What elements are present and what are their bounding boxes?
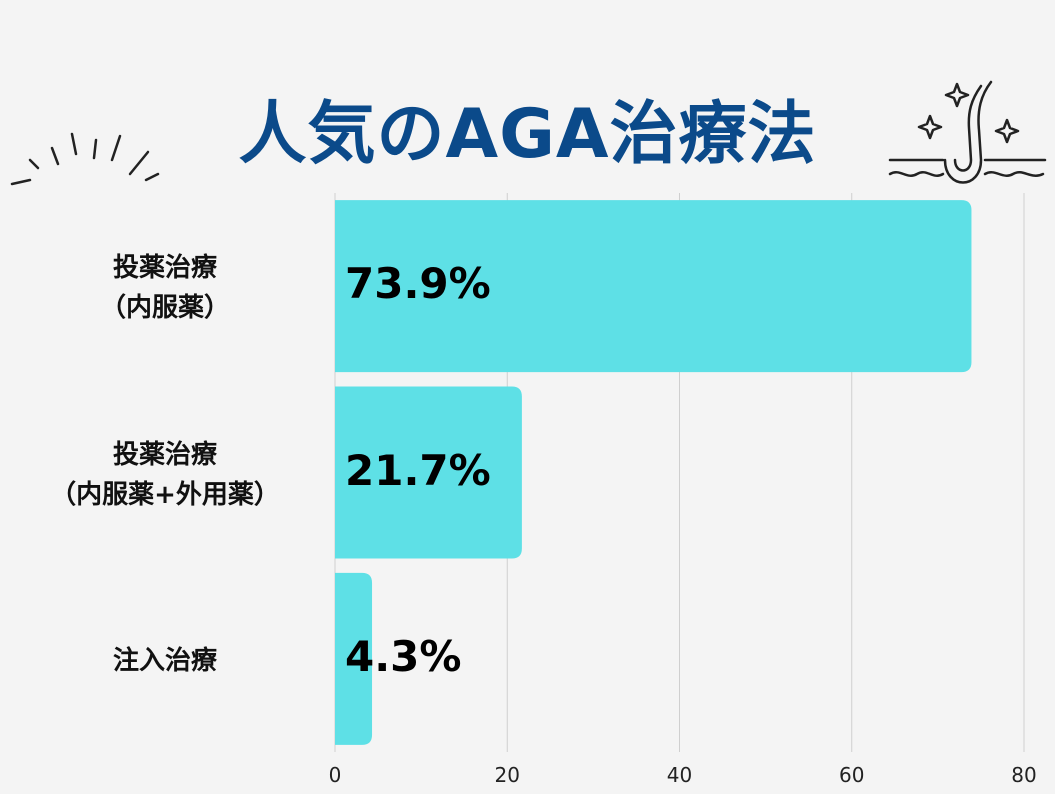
category-label-line: 投薬治療 [112, 439, 217, 470]
category-label-line: 注入治療 [112, 645, 217, 676]
data-label: 73.9% [345, 259, 491, 309]
burst-lines-icon [10, 132, 160, 186]
x-tick-label: 20 [495, 763, 520, 787]
chart-title: 人気のAGA治療法 [238, 95, 817, 174]
bar-1 [335, 386, 522, 559]
x-tick-label: 0 [329, 763, 342, 787]
hair-sparkle-icon [888, 80, 1047, 184]
category-label: 注入治療 [20, 641, 310, 681]
category-label-line: （内服薬+外用薬） [50, 479, 280, 510]
data-label: 21.7% [345, 445, 491, 495]
category-label-line: （内服薬） [99, 293, 230, 324]
category-label-line: 投薬治療 [112, 253, 217, 284]
bar-2 [335, 572, 373, 745]
data-label: 4.3% [345, 631, 462, 681]
category-label: 投薬治療 （内服薬+外用薬） [20, 435, 310, 515]
x-tick-label: 60 [839, 763, 864, 787]
category-label: 投薬治療 （内服薬） [20, 248, 310, 328]
x-tick-label: 80 [1011, 763, 1036, 787]
bars [335, 200, 972, 745]
x-axis-ticks: 0 20 40 60 80 [329, 763, 1037, 787]
x-tick-label: 40 [667, 763, 692, 787]
bar-0 [335, 200, 972, 373]
